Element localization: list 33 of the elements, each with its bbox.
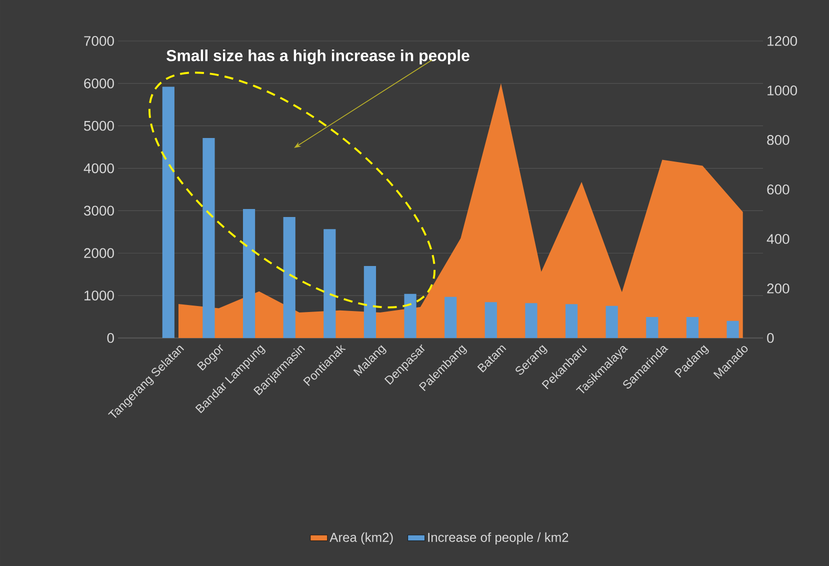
y2-tick-label: 0 <box>767 333 774 343</box>
bar <box>606 306 618 338</box>
y2-tick-label: 200 <box>767 284 790 294</box>
bar <box>324 229 336 338</box>
bar <box>646 316 658 338</box>
bar <box>404 294 416 338</box>
bar <box>444 296 457 338</box>
bar <box>726 320 739 338</box>
bar <box>162 86 174 338</box>
bar <box>202 138 215 338</box>
bar <box>686 316 699 338</box>
bar <box>283 216 296 338</box>
y2-tick-label: 1000 <box>768 86 798 96</box>
y2-tick-label: 800 <box>767 135 790 145</box>
y-tick-label: 5000 <box>84 120 114 131</box>
y-tick-label: 2000 <box>84 248 114 258</box>
bar <box>484 302 497 338</box>
bar <box>525 303 538 338</box>
annotation: Small size has a high increase in people <box>166 50 470 64</box>
y-tick-label: 7000 <box>84 36 114 46</box>
y-tick-label: 3000 <box>84 206 114 216</box>
legend-label: Increase of people / km2 <box>428 532 568 544</box>
y2-tick-label: 1200 <box>768 36 798 46</box>
y-tick-label: 1000 <box>84 290 114 300</box>
y-tick-label: 6000 <box>84 78 114 88</box>
y2-tick-label: 600 <box>767 184 790 194</box>
bar <box>364 266 376 338</box>
y-tick-label: 0 <box>107 333 114 343</box>
legend-label: Area (km2) <box>330 532 393 544</box>
bar <box>565 304 578 338</box>
bar <box>242 209 256 338</box>
y2-tick-label: 400 <box>766 234 790 244</box>
y-tick-label: 4000 <box>84 163 114 174</box>
